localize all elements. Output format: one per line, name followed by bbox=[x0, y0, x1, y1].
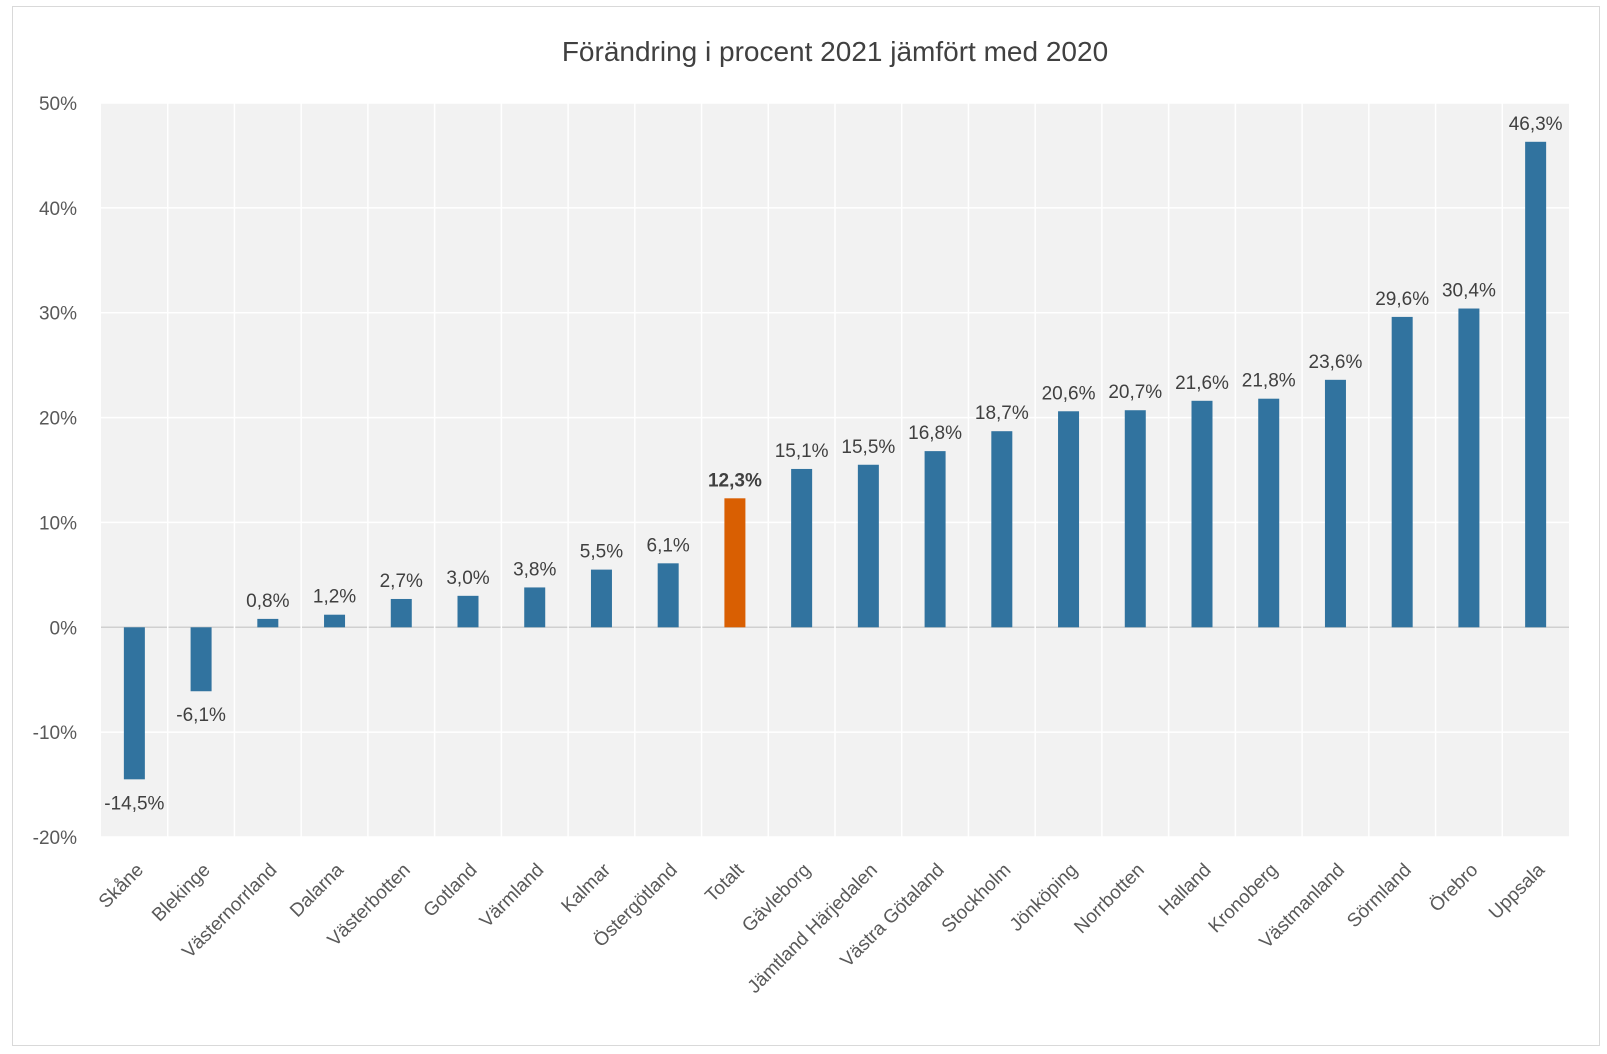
bar bbox=[190, 627, 212, 692]
data-label: 3,8% bbox=[513, 559, 556, 580]
bar bbox=[590, 569, 612, 628]
y-tick-label: -10% bbox=[33, 723, 77, 744]
bar bbox=[1124, 410, 1146, 628]
data-label: 3,0% bbox=[446, 568, 489, 589]
y-tick-label: -20% bbox=[33, 828, 77, 849]
x-tick-label: Uppsala bbox=[1485, 859, 1549, 923]
x-tick-label: Jämtland Härjedalen bbox=[744, 860, 882, 998]
y-axis-ticks: 50% 40% 30% 20% 10% 0% -10% -20% bbox=[33, 94, 77, 849]
bars bbox=[123, 141, 1547, 780]
bar bbox=[123, 627, 145, 780]
data-label: 5,5% bbox=[580, 542, 623, 563]
data-label: 15,5% bbox=[841, 437, 895, 458]
x-tick-label: Kalmar bbox=[558, 859, 616, 917]
data-label: 12,3% bbox=[708, 470, 762, 491]
data-label: 1,2% bbox=[313, 587, 356, 608]
data-label: 2,7% bbox=[380, 571, 423, 592]
y-tick-label: 40% bbox=[39, 199, 77, 220]
x-tick-label: Skåne bbox=[95, 860, 148, 913]
data-label: 16,8% bbox=[908, 423, 962, 444]
x-tick-label: Totalt bbox=[701, 859, 748, 906]
x-tick-label: Halland bbox=[1155, 860, 1215, 920]
bar bbox=[857, 464, 879, 628]
chart-title: Förändring i procent 2021 jämfört med 20… bbox=[562, 36, 1108, 67]
data-labels: -14,5% -6,1% 0,8% 1,2% 2,7% 3,0% 3,8% 5,5% 6,1% 1… bbox=[104, 114, 1562, 815]
gridlines bbox=[101, 102, 1569, 838]
bar bbox=[524, 587, 546, 628]
bar bbox=[991, 431, 1013, 628]
bar bbox=[924, 451, 946, 628]
bar bbox=[257, 618, 279, 628]
bar bbox=[1324, 379, 1346, 628]
bar bbox=[1191, 400, 1213, 628]
y-tick-label: 20% bbox=[39, 409, 77, 430]
data-label: 21,6% bbox=[1175, 373, 1229, 394]
x-tick-label: Sörmland bbox=[1343, 860, 1415, 932]
data-label: -6,1% bbox=[176, 705, 226, 726]
data-label: -14,5% bbox=[104, 793, 164, 814]
bar bbox=[1058, 411, 1080, 628]
data-label: 23,6% bbox=[1309, 352, 1363, 373]
data-label: 21,8% bbox=[1242, 371, 1296, 392]
bar bbox=[324, 614, 346, 628]
x-tick-label: Örebro bbox=[1426, 860, 1483, 917]
bar bbox=[1525, 141, 1547, 628]
bar bbox=[1458, 308, 1480, 628]
x-tick-label: Gotland bbox=[420, 860, 482, 922]
x-tick-label: Stockholm bbox=[938, 860, 1016, 938]
bar bbox=[791, 468, 813, 628]
data-label: 18,7% bbox=[975, 403, 1029, 424]
data-label: 0,8% bbox=[246, 591, 289, 612]
x-tick-label: Värmland bbox=[476, 860, 548, 932]
data-label: 29,6% bbox=[1375, 289, 1429, 310]
data-label: 20,6% bbox=[1042, 383, 1096, 404]
y-tick-label: 30% bbox=[39, 304, 77, 325]
bar bbox=[457, 595, 479, 628]
y-tick-label: 0% bbox=[50, 618, 78, 639]
x-tick-label: Norrbotten bbox=[1070, 860, 1148, 938]
data-label: 30,4% bbox=[1442, 281, 1496, 302]
y-tick-label: 50% bbox=[39, 94, 77, 115]
x-tick-label: Dalarna bbox=[286, 859, 348, 921]
data-label: 46,3% bbox=[1509, 114, 1563, 135]
bar bbox=[1391, 316, 1413, 628]
data-label: 20,7% bbox=[1108, 382, 1162, 403]
bar bbox=[390, 598, 412, 628]
x-tick-label: Blekinge bbox=[148, 860, 214, 926]
bar bbox=[1258, 398, 1280, 628]
data-label: 6,1% bbox=[647, 535, 690, 556]
bar bbox=[724, 498, 746, 628]
bar bbox=[657, 563, 679, 628]
data-label: 15,1% bbox=[775, 441, 829, 462]
bar-chart: Förändring i procent 2021 jämfört med 20… bbox=[33, 36, 1569, 998]
chart-frame: Förändring i procent 2021 jämfört med 20… bbox=[12, 6, 1600, 1046]
y-tick-label: 10% bbox=[39, 513, 77, 534]
